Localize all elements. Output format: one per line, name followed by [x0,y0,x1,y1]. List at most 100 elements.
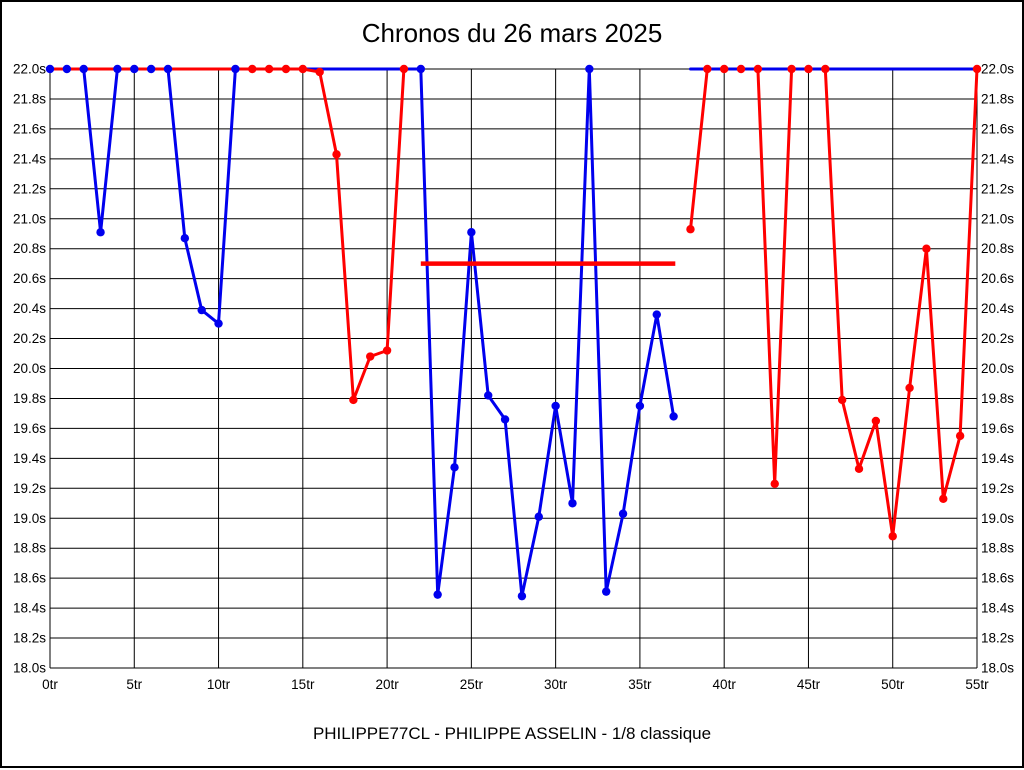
serie-rouge-data-point [905,383,914,393]
serie-bleue-data-point [180,234,190,243]
y-axis-tick-label-left: 20.8s [13,241,46,256]
serie-bleue-line [48,67,676,598]
serie-rouge-data-point [804,64,813,74]
y-axis-tick-label-left: 20.4s [13,301,46,316]
serie-bleue-data-point [146,64,156,74]
serie-bleue-data-point [618,509,628,518]
serie-rouge-data-point [382,346,392,355]
x-axis-tick-label: 15tr [291,677,315,692]
x-axis-tick-label: 50tr [881,677,905,692]
serie-bleue-data-point [231,64,240,74]
x-axis-tick-label: 10tr [207,677,231,692]
serie-rouge-data-point [787,64,796,74]
serie-rouge-line [689,67,979,538]
y-axis-tick-label-left: 18.8s [13,541,46,556]
y-axis-tick-label-right: 19.8s [981,391,1014,406]
serie-bleue-data-point [416,64,425,74]
y-axis-tick-label-right: 21.8s [981,91,1014,106]
serie-bleue-data-point [96,228,105,237]
serie-rouge-data-point [315,67,324,77]
serie-rouge-data-point [888,532,897,541]
y-axis-tick-label-right: 20.2s [981,331,1014,346]
y-axis-tick-label-right: 20.8s [981,241,1014,256]
serie-rouge-data-point [821,64,830,74]
serie-bleue-data-point [79,64,88,74]
x-axis-tick-label: 0tr [42,677,58,692]
serie-bleue-data-point [551,401,560,411]
y-axis-tick-label-left: 21.8s [13,91,46,106]
y-axis-tick-label-right: 18.6s [981,571,1014,586]
serie-bleue-data-point [669,412,678,421]
y-axis-tick-label-left: 21.6s [13,121,46,136]
serie-rouge-data-point [281,64,291,74]
serie-bleue-data-point [45,64,55,74]
serie-bleue-data-point [500,415,510,424]
y-axis-tick-label-left: 19.8s [13,391,46,406]
serie-bleue-data-point [534,512,543,521]
serie-rouge-data-point [686,225,695,234]
y-axis-tick-label-right: 18.2s [981,631,1014,646]
serie-rouge-data-point [753,64,763,74]
serie-rouge-data-point [248,64,257,74]
y-axis-tick-label-right: 18.8s [981,541,1014,556]
serie-rouge-data-point [719,64,729,74]
chart-title: Chronos du 26 mars 2025 [361,18,663,48]
y-axis-tick-label-left: 18.0s [13,661,46,676]
x-axis-tick-label: 20tr [375,677,399,692]
y-axis-tick-label-left: 22.0s [13,62,46,77]
serie-bleue-data-point [163,64,173,74]
y-axis-tick-label-left: 20.0s [13,361,46,376]
chart-caption: PHILIPPE77CL - PHILIPPE ASSELIN - 1/8 cl… [312,724,712,743]
y-axis-tick-label-right: 19.4s [981,451,1014,466]
y-axis-tick-label-right: 19.6s [981,421,1014,436]
y-axis-tick-label-left: 18.4s [13,601,46,616]
y-axis-tick-label-right: 20.0s [981,361,1014,376]
serie-bleue-data-point [568,499,577,508]
serie-bleue-data-point [484,391,493,400]
y-axis-tick-label-right: 20.6s [981,271,1014,286]
serie-rouge-data-point [703,64,712,74]
y-axis-tick-label-right: 21.6s [981,121,1014,136]
serie-rouge-data-point [770,479,779,489]
y-axis-tick-label-left: 19.6s [13,421,46,436]
y-axis-tick-label-right: 19.2s [981,481,1014,496]
y-axis-tick-label-right: 18.0s [981,661,1014,676]
serie-rouge-data-point [736,64,746,74]
y-axis-tick-label-right: 18.4s [981,601,1014,616]
x-axis-tick-label: 55tr [965,677,989,692]
serie-rouge-data-point [298,64,308,74]
serie-bleue-data-point [467,228,476,237]
y-axis-tick-label-left: 19.2s [13,481,46,496]
x-axis-tick-label: 30tr [544,677,568,692]
serie-bleue-data-point [62,64,72,74]
y-axis-tick-label-right: 19.0s [981,511,1014,526]
y-axis-tick-label-left: 21.2s [13,181,46,196]
y-axis-tick-label-left: 19.4s [13,451,46,466]
serie-bleue-data-point [602,587,611,596]
y-axis-tick-label-right: 21.4s [981,151,1014,166]
x-axis-tick-label: 25tr [460,677,484,692]
serie-bleue-data-point [652,310,661,319]
serie-rouge-data-point [399,64,409,74]
serie-rouge-data-point [854,464,864,474]
serie-rouge-data-point [332,150,341,159]
serie-rouge-data-point [922,244,931,253]
y-axis-tick-label-left: 20.6s [13,271,46,286]
serie-bleue-data-point [214,319,223,328]
y-axis-tick-label-right: 21.2s [981,181,1014,196]
x-axis-tick-label: 5tr [126,677,142,692]
serie-rouge-data-point [837,395,847,405]
serie-rouge-data-point [349,395,358,405]
y-axis-tick-label-right: 20.4s [981,301,1014,316]
serie-bleue-data-point [585,64,594,74]
y-axis-tick-label-left: 20.2s [13,331,46,346]
serie-rouge-data-point [366,352,375,361]
serie-rouge-data-point [939,494,948,503]
serie-bleue-data-point [517,591,527,601]
serie-bleue-data-point [635,401,645,411]
y-axis-tick-label-right: 21.0s [981,211,1014,226]
serie-rouge-data-point [972,64,982,74]
y-axis-tick-label-right: 22.0s [981,62,1014,77]
